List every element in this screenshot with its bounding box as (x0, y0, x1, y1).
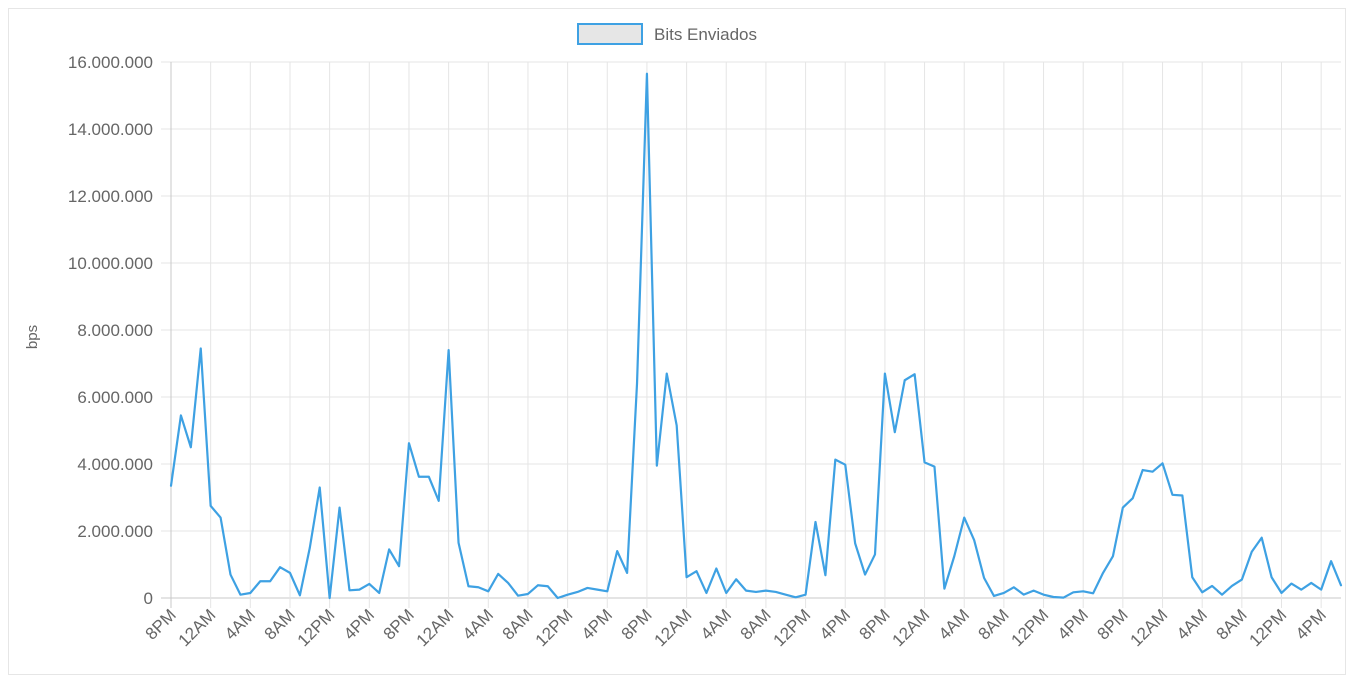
legend-label[interactable]: Bits Enviados (654, 25, 757, 44)
y-tick-label: 12.000.000 (68, 187, 153, 206)
y-tick-label: 4.000.000 (77, 455, 153, 474)
x-tick-label: 4AM (935, 605, 973, 643)
x-tick-label: 4PM (1054, 605, 1092, 643)
y-tick-label: 8.000.000 (77, 321, 153, 340)
y-tick-label: 0 (144, 589, 153, 608)
grid (161, 61, 1341, 608)
x-tick-label: 12PM (1008, 605, 1053, 650)
x-tick-label: 12PM (294, 605, 339, 650)
y-axis-title: bps (24, 325, 41, 349)
x-tick-label: 12AM (889, 605, 934, 650)
x-tick-label: 12AM (651, 605, 696, 650)
x-tick-label: 8AM (975, 605, 1013, 643)
x-tick-label: 4AM (459, 605, 497, 643)
y-tick-label: 2.000.000 (77, 522, 153, 541)
x-tick-label: 8PM (142, 605, 180, 643)
x-tick-label: 4PM (340, 605, 378, 643)
x-tick-label: 8AM (737, 605, 775, 643)
x-tick-label: 8AM (499, 605, 537, 643)
series-line-bits-enviados (169, 72, 1343, 600)
x-tick-label: 12PM (770, 605, 815, 650)
x-tick-label: 12AM (413, 605, 458, 650)
x-tick-label: 8PM (856, 605, 894, 643)
x-tick-label: 12PM (1245, 605, 1290, 650)
line-chart: 0 2.000.000 4.000.000 6.000.000 8.000.000 10.… (24, 23, 1343, 650)
x-tick-label: 4PM (1292, 605, 1330, 643)
x-tick-label: 4AM (1173, 605, 1211, 643)
x-tick-label: 12AM (1127, 605, 1172, 650)
x-tick-label: 12PM (532, 605, 577, 650)
x-tick-label: 8PM (380, 605, 418, 643)
x-tick-label: 4PM (816, 605, 854, 643)
x-tick-label: 4AM (697, 605, 735, 643)
legend[interactable]: Bits Enviados (577, 23, 757, 45)
y-axis-ticks: 0 2.000.000 4.000.000 6.000.000 8.000.000 10.… (68, 53, 153, 608)
chart-card: 0 2.000.000 4.000.000 6.000.000 8.000.000 10.… (8, 8, 1346, 675)
x-tick-label: 8AM (261, 605, 299, 643)
y-tick-label: 16.000.000 (68, 53, 153, 72)
series-layer (169, 72, 1343, 600)
y-tick-label: 6.000.000 (77, 388, 153, 407)
x-tick-label: 4AM (221, 605, 259, 643)
x-tick-label: 12AM (175, 605, 220, 650)
legend-swatch[interactable] (577, 23, 643, 45)
x-tick-label: 4PM (578, 605, 616, 643)
y-tick-label: 10.000.000 (68, 254, 153, 273)
x-tick-label: 8PM (618, 605, 656, 643)
x-tick-label: 8AM (1213, 605, 1251, 643)
x-tick-label: 8PM (1094, 605, 1132, 643)
y-tick-label: 14.000.000 (68, 120, 153, 139)
